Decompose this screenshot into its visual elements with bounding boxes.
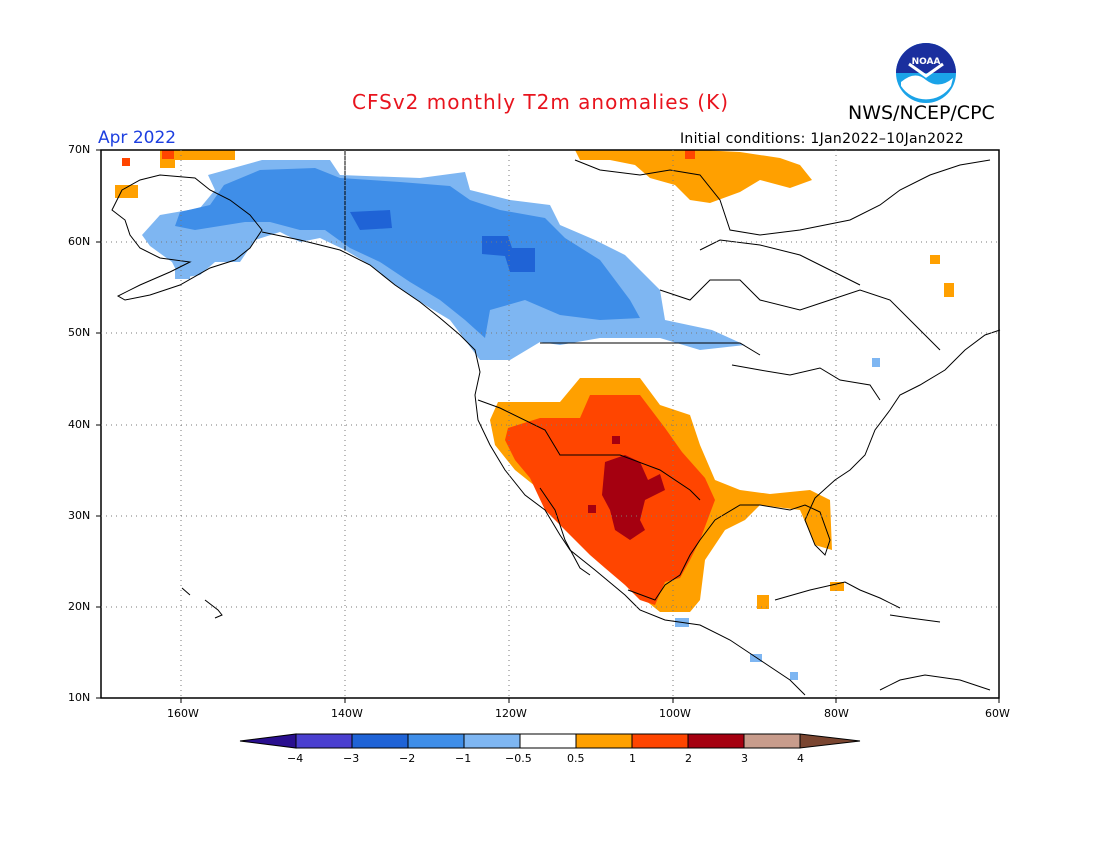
colorbar-segment	[295, 733, 353, 749]
cold-anomaly-region	[750, 654, 762, 662]
cold-anomaly-region	[482, 236, 535, 272]
lat-label: 50N	[68, 326, 91, 339]
warm-anomaly-region	[162, 150, 174, 159]
lon-label: 60W	[985, 707, 1010, 720]
warm-anomaly-region	[588, 505, 596, 513]
agency-label: NWS/NCEP/CPC	[848, 102, 995, 124]
initial-conditions: Initial conditions: 1Jan2022–10Jan2022	[680, 131, 964, 147]
axis-ticks	[96, 149, 1000, 703]
colorbar-segment	[407, 733, 465, 749]
colorbar-segment	[687, 733, 745, 749]
warm-anomaly-region	[160, 150, 235, 168]
cold-anomaly-region	[350, 210, 392, 230]
cold-anomaly-region	[872, 358, 880, 367]
page-title: CFSv2 monthly T2m anomalies (K)	[352, 90, 729, 114]
lon-label: 160W	[167, 707, 199, 720]
colorbar-segment	[631, 733, 689, 749]
lon-label: 80W	[824, 707, 849, 720]
colorbar-segment	[743, 733, 801, 749]
warm-anomaly-region	[122, 158, 130, 166]
forecast-month: Apr 2022	[98, 128, 177, 148]
colorbar-segment	[519, 733, 577, 749]
map-frame	[100, 149, 1000, 699]
colorbar-label: −3	[343, 752, 360, 765]
lat-label: 70N	[68, 143, 91, 156]
colorbar	[239, 733, 861, 749]
warm-anomaly-region	[830, 582, 844, 591]
cold-anomaly-region	[175, 270, 190, 279]
colorbar-label: 1	[629, 752, 636, 765]
warm-anomaly-region	[757, 595, 769, 609]
lat-label: 40N	[68, 418, 91, 431]
lat-label: 10N	[68, 691, 91, 704]
colorbar-segment	[463, 733, 521, 749]
colorbar-segment	[351, 733, 409, 749]
colorbar-label: −1	[455, 752, 472, 765]
colorbar-label: 4	[797, 752, 804, 765]
warm-anomaly-region	[612, 436, 620, 444]
cold-anomaly-region	[175, 168, 640, 338]
lat-label: 60N	[68, 235, 91, 248]
lat-label: 20N	[68, 600, 91, 613]
colorbar-segment	[575, 733, 633, 749]
colorbar-segment	[799, 733, 861, 749]
warm-anomaly-region	[575, 150, 812, 203]
colorbar-label: −0.5	[505, 752, 532, 765]
noaa-logo-text: NOAA	[912, 57, 941, 67]
colorbar-label: 2	[685, 752, 692, 765]
lon-label: 100W	[659, 707, 691, 720]
anomaly-fields	[115, 150, 954, 680]
cold-anomaly-region	[790, 672, 798, 680]
colorbar-segment	[239, 733, 297, 749]
warm-anomaly-region	[115, 185, 138, 198]
noaa-logo: NOAA	[896, 43, 956, 103]
lat-label: 30N	[68, 509, 91, 522]
colorbar-label: −4	[287, 752, 304, 765]
colorbar-label: 0.5	[567, 752, 585, 765]
warm-anomaly-region	[602, 455, 665, 540]
lon-label: 120W	[495, 707, 527, 720]
warm-anomaly-region	[944, 283, 954, 297]
lon-label: 140W	[331, 707, 363, 720]
warm-anomaly-region	[930, 255, 940, 264]
colorbar-label: 3	[741, 752, 748, 765]
colorbar-label: −2	[399, 752, 416, 765]
warm-anomaly-region	[685, 150, 695, 159]
